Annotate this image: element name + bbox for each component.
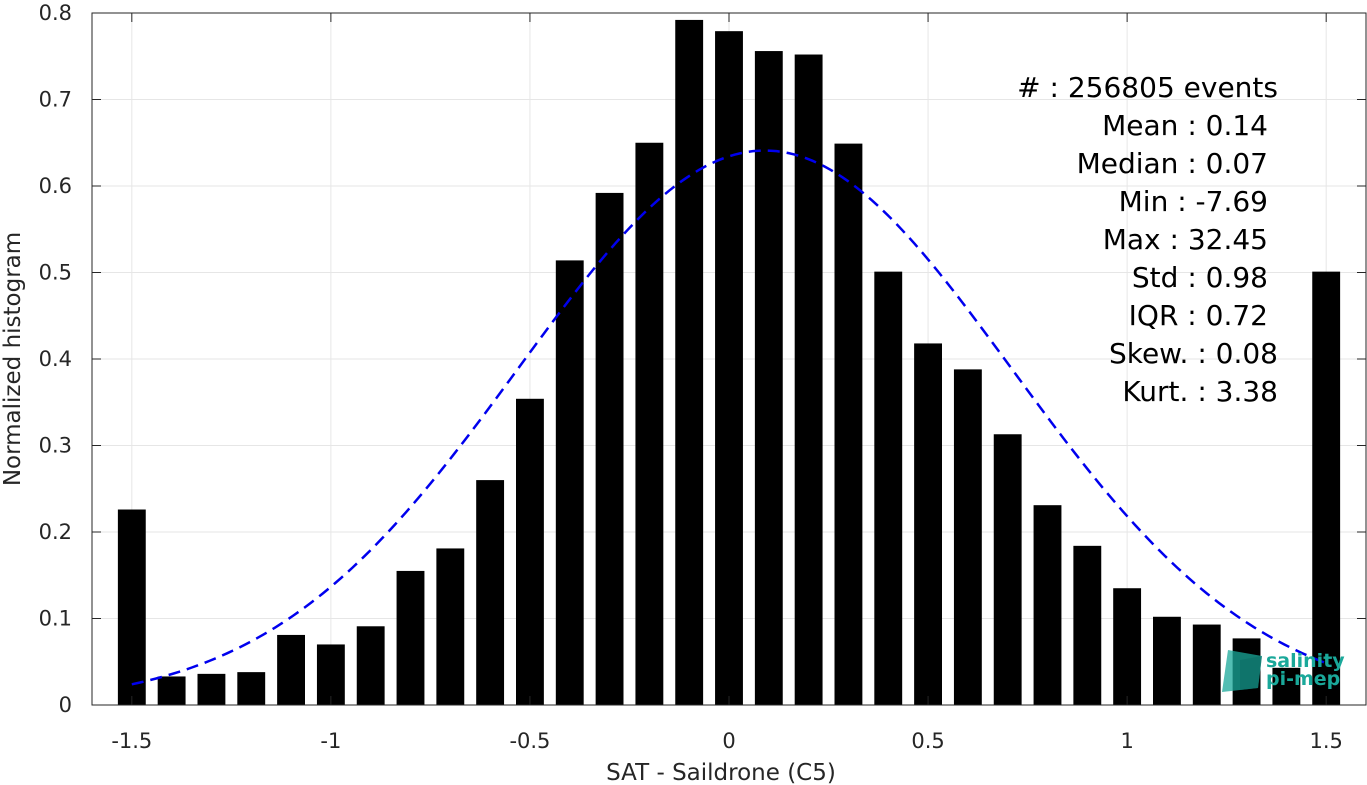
histogram-bar xyxy=(953,369,982,705)
histogram-bar xyxy=(715,31,743,706)
y-tick-label: 0.3 xyxy=(39,434,72,458)
x-tick-label: -1 xyxy=(320,729,341,753)
histogram-bar xyxy=(555,260,584,705)
x-tick-label: 0 xyxy=(722,729,735,753)
y-tick-label: 0.6 xyxy=(39,174,72,198)
y-tick-label: 0.8 xyxy=(39,1,72,25)
histogram-bar xyxy=(914,343,942,705)
histogram-bar xyxy=(516,398,544,705)
logo-cube-shade xyxy=(1240,656,1262,690)
histogram-bar xyxy=(1153,616,1181,705)
y-tick-label: 0.2 xyxy=(39,520,72,544)
histogram-bar xyxy=(396,570,425,705)
x-tick-label: -0.5 xyxy=(509,729,550,753)
x-tick-label: 1 xyxy=(1120,729,1133,753)
x-tick-label: -1.5 xyxy=(111,729,152,753)
histogram-bar xyxy=(436,548,465,705)
stat-iqr: IQR : 0.72 xyxy=(1129,299,1268,332)
y-axis-label: Normalized histogram xyxy=(0,232,26,486)
histogram-bars xyxy=(117,19,1341,706)
histogram-bar xyxy=(356,626,385,705)
x-axis-label: SAT - Saildrone (C5) xyxy=(606,760,836,785)
stat-median: Median : 0.07 xyxy=(1077,147,1268,180)
gaussian-fit-curve xyxy=(131,149,1327,686)
histogram-bar xyxy=(1113,588,1142,705)
histogram-bar xyxy=(157,676,186,705)
histogram-bar xyxy=(595,192,624,706)
y-tick-label: 0.1 xyxy=(39,607,72,631)
logo-line2: pi-mep xyxy=(1266,668,1340,690)
histogram-bar xyxy=(635,142,664,705)
stat-max: Max : 32.45 xyxy=(1103,223,1268,256)
x-tick-label: 0.5 xyxy=(911,729,944,753)
stat-min: Min : -7.69 xyxy=(1119,185,1268,218)
histogram-bar xyxy=(794,54,823,705)
histogram-bar xyxy=(237,672,266,705)
histogram-bar xyxy=(277,634,305,705)
histogram-bar xyxy=(316,644,345,705)
histogram-bar xyxy=(675,19,704,706)
axis-ticks xyxy=(92,12,1366,706)
histogram-bar xyxy=(993,434,1022,705)
logo-line1: salinity xyxy=(1266,650,1345,672)
histogram-bar xyxy=(874,271,903,705)
stat-std: Std : 0.98 xyxy=(1132,261,1268,294)
histogram-bar xyxy=(834,143,863,706)
stat-skew: Skew. : 0.08 xyxy=(1109,337,1278,370)
histogram-bar xyxy=(1312,271,1341,705)
x-tick-labels: -1.5 -1 -0.5 0 0.5 1 1.5 xyxy=(111,729,1343,753)
y-tick-label: 0 xyxy=(59,693,72,717)
y-tick-label: 0.5 xyxy=(39,261,72,285)
salinity-pimep-logo: salinity pi-mep xyxy=(1222,650,1345,692)
histogram-bar xyxy=(197,673,226,705)
stat-events: # : 256805 events xyxy=(1017,71,1278,104)
y-tick-labels: 0 0.1 0.2 0.3 0.4 0.5 0.6 0.7 0.8 xyxy=(39,1,72,717)
histogram-bar xyxy=(117,509,146,705)
x-tick-label: 1.5 xyxy=(1309,729,1342,753)
stats-box: # : 256805 events Mean : 0.14 Median : 0… xyxy=(1017,71,1278,408)
histogram-bar xyxy=(1033,505,1062,705)
histogram-bar xyxy=(1073,545,1102,705)
stat-mean: Mean : 0.14 xyxy=(1102,109,1268,142)
y-tick-label: 0.7 xyxy=(39,88,72,112)
histogram-bar xyxy=(754,51,783,706)
histogram-bar xyxy=(1272,667,1301,705)
stat-kurt: Kurt. : 3.38 xyxy=(1122,375,1278,408)
histogram-bar xyxy=(476,480,505,705)
y-tick-label: 0.4 xyxy=(39,347,72,371)
histogram-bar xyxy=(1192,624,1221,705)
